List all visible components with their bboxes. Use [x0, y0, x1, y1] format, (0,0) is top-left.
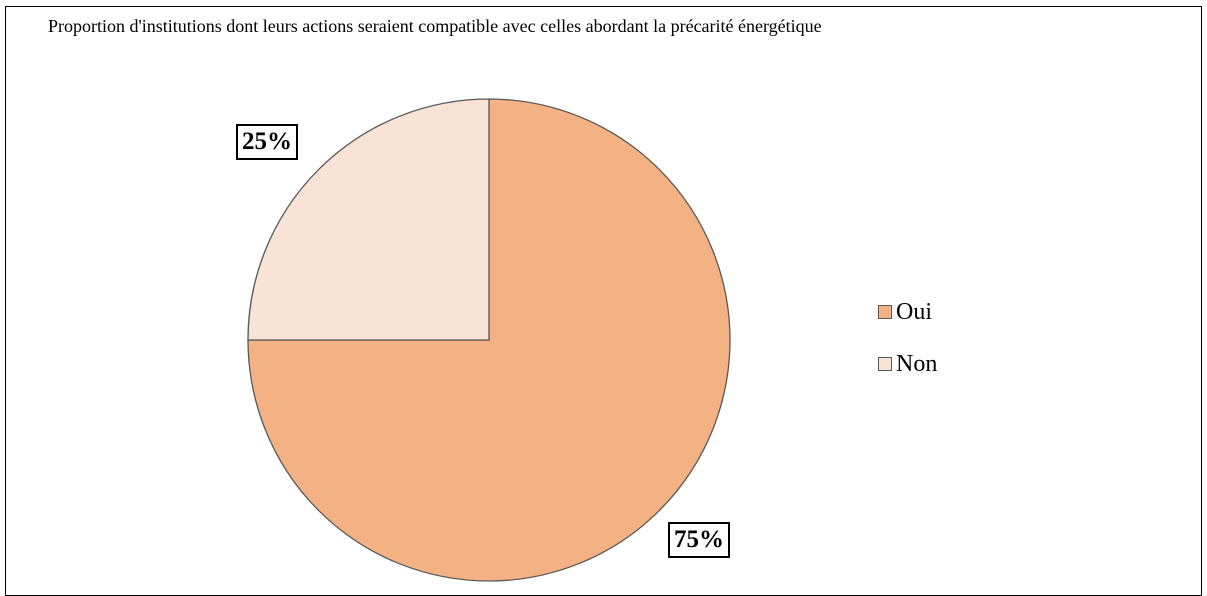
pie-slice-oui	[247, 98, 731, 582]
legend: Oui Non	[878, 286, 937, 390]
chart-title: Proportion d'institutions dont leurs act…	[48, 16, 822, 36]
legend-label-non: Non	[896, 351, 938, 377]
legend-item-oui: Oui	[878, 286, 937, 338]
legend-swatch-non	[878, 357, 892, 371]
legend-swatch-oui	[878, 305, 892, 319]
legend-label-oui: Oui	[896, 299, 932, 325]
legend-item-non: Non	[878, 338, 937, 390]
pie-slice-non	[247, 98, 490, 341]
data-label-non: 25%	[236, 124, 298, 160]
data-label-oui: 75%	[668, 522, 730, 558]
